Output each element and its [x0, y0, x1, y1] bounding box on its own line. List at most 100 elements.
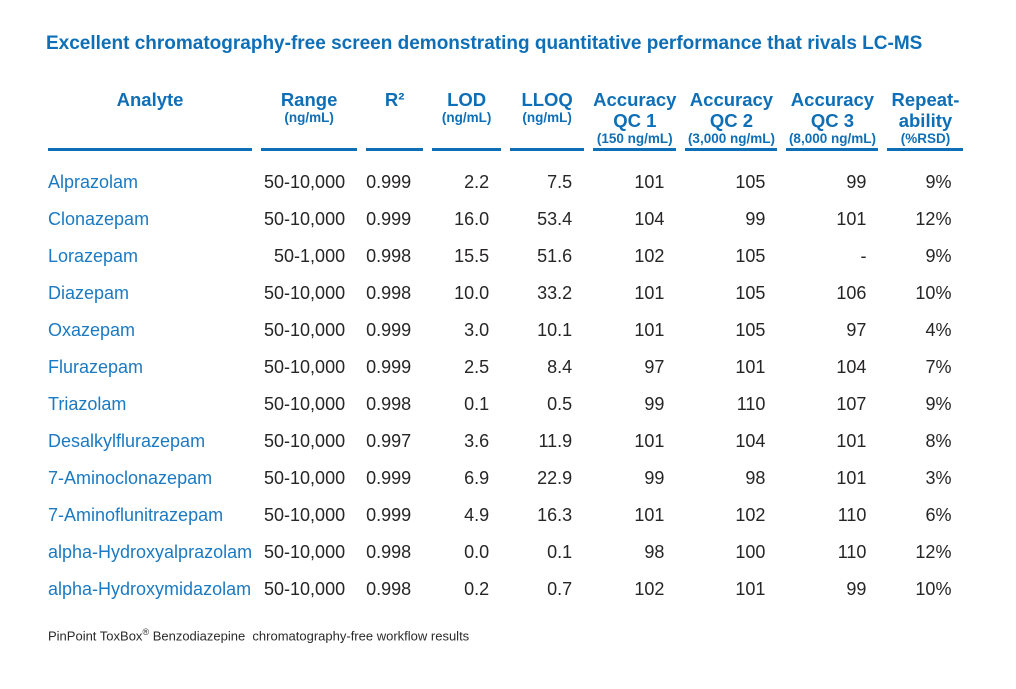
- column-header-accuracy-qc3: Accuracy QC 3 (8,000 ng/mL): [786, 89, 879, 151]
- qc2-cell: 105: [735, 172, 766, 192]
- analyte-cell: Flurazepam: [48, 357, 144, 377]
- results-table: Analyte Range (ng/mL) R² LOD (ng/mL) LLO…: [39, 89, 972, 608]
- rsd-cell: 3%: [925, 468, 952, 488]
- column-header-accuracy-qc1: Accuracy QC 1 (150 ng/mL): [593, 89, 677, 151]
- analyte-cell: Clonazepam: [48, 209, 150, 229]
- lloq-cell: 22.9: [537, 468, 573, 488]
- registered-trademark-symbol: ®: [142, 627, 150, 637]
- lod-cell: 4.9: [464, 505, 490, 525]
- rsd-cell: 12%: [915, 542, 952, 562]
- column-header-unit: (8,000 ng/mL): [788, 131, 876, 146]
- qc2-cell: 102: [735, 505, 766, 525]
- qc2-cell: 105: [735, 246, 766, 266]
- qc1-cell: 104: [634, 209, 665, 229]
- r2-cell: 0.999: [366, 468, 412, 488]
- qc3-cell: -: [860, 246, 867, 266]
- range-cell: 50-10,000: [264, 394, 346, 414]
- range-cell: 50-10,000: [264, 579, 346, 599]
- rsd-cell: 7%: [925, 357, 952, 377]
- range-cell: 50-10,000: [264, 542, 346, 562]
- lloq-cell: 16.3: [537, 505, 573, 525]
- lod-cell: 0.1: [464, 394, 490, 414]
- column-header-label: LOD: [447, 89, 487, 110]
- qc1-cell: 99: [644, 394, 665, 414]
- table-row: 7-Aminoflunitrazepam 50-10,000 0.999 4.9…: [48, 497, 963, 534]
- range-cell: 50-10,000: [264, 431, 346, 451]
- column-header-unit: (ng/mL): [441, 110, 492, 125]
- column-header-label-line2: QC 3: [810, 110, 855, 131]
- rsd-cell: 6%: [925, 505, 952, 525]
- range-cell: 50-10,000: [264, 468, 346, 488]
- qc1-cell: 101: [634, 283, 665, 303]
- column-header-unit: (3,000 ng/mL): [687, 131, 775, 146]
- footnote-text: Benzodiazepine chromatography-free workf…: [149, 628, 470, 644]
- range-cell: 50-10,000: [264, 283, 346, 303]
- column-header-label: Repeat-: [891, 89, 960, 110]
- qc3-cell: 106: [836, 283, 867, 303]
- analyte-cell: Diazepam: [48, 283, 130, 303]
- page-title: Excellent chromatography-free screen dem…: [46, 33, 923, 54]
- r2-cell: 0.998: [366, 283, 412, 303]
- column-header-label: Accuracy: [790, 89, 875, 110]
- r2-cell: 0.998: [366, 246, 412, 266]
- range-cell: 50-10,000: [264, 172, 346, 192]
- r2-cell: 0.999: [366, 209, 412, 229]
- qc2-cell: 101: [735, 357, 766, 377]
- rsd-cell: 8%: [925, 431, 952, 451]
- rsd-cell: 10%: [915, 579, 952, 599]
- column-header-lod: LOD (ng/mL): [432, 89, 502, 151]
- lod-cell: 3.6: [464, 431, 490, 451]
- analyte-cell: Alprazolam: [48, 172, 139, 192]
- qc3-cell: 110: [837, 505, 867, 525]
- qc3-cell: 101: [836, 468, 867, 488]
- footnote: PinPoint ToxBox® Benzodiazepine chromato…: [48, 624, 1016, 644]
- lloq-cell: 0.7: [547, 579, 573, 599]
- column-header-analyte: Analyte: [48, 89, 253, 151]
- lod-cell: 15.5: [454, 246, 490, 266]
- r2-cell: 0.999: [366, 357, 412, 377]
- lod-cell: 2.2: [464, 172, 490, 192]
- lod-cell: 16.0: [454, 209, 490, 229]
- column-header-accuracy-qc2: Accuracy QC 2 (3,000 ng/mL): [685, 89, 778, 151]
- lloq-cell: 33.2: [537, 283, 573, 303]
- qc1-cell: 97: [644, 357, 665, 377]
- lod-cell: 2.5: [464, 357, 490, 377]
- column-header-label-line2: ability: [898, 110, 953, 131]
- column-header-repeatability: Repeat- ability (%RSD): [887, 89, 964, 151]
- column-header-label: Analyte: [116, 89, 184, 110]
- lloq-cell: 7.5: [547, 172, 573, 192]
- column-header-unit: (ng/mL): [522, 110, 572, 125]
- rsd-cell: 10%: [915, 283, 952, 303]
- lod-cell: 0.0: [464, 542, 490, 562]
- qc2-cell: 105: [735, 320, 766, 340]
- qc3-cell: 104: [836, 357, 867, 377]
- r2-cell: 0.999: [366, 172, 412, 192]
- rsd-cell: 12%: [915, 209, 952, 229]
- qc2-cell: 101: [735, 579, 766, 599]
- table-row: Flurazepam 50-10,000 0.999 2.5 8.4 97 10…: [48, 349, 963, 386]
- lloq-cell: 0.5: [547, 394, 573, 414]
- table-row: Desalkylflurazepam 50-10,000 0.997 3.6 1…: [48, 423, 963, 460]
- qc3-cell: 110: [837, 542, 867, 562]
- table-row: Diazepam 50-10,000 0.998 10.0 33.2 101 1…: [48, 275, 963, 312]
- column-header-label: Accuracy: [593, 89, 677, 110]
- column-header-label-line2: QC 1: [613, 110, 657, 131]
- analyte-cell: Lorazepam: [48, 246, 139, 266]
- table-row: alpha-Hydroxymidazolam 50-10,000 0.998 0…: [48, 571, 963, 608]
- range-cell: 50-10,000: [264, 505, 346, 525]
- qc1-cell: 102: [634, 246, 665, 266]
- lloq-cell: 11.9: [538, 431, 573, 451]
- table-row: Oxazepam 50-10,000 0.999 3.0 10.1 101 10…: [48, 312, 963, 349]
- column-header-range: Range (ng/mL): [261, 89, 358, 151]
- qc2-cell: 100: [735, 542, 766, 562]
- qc2-cell: 110: [736, 394, 766, 414]
- lod-cell: 0.2: [464, 579, 490, 599]
- column-header-lloq: LLOQ (ng/mL): [510, 89, 585, 151]
- qc1-cell: 101: [634, 320, 665, 340]
- qc3-cell: 101: [836, 209, 867, 229]
- table-row: Triazolam 50-10,000 0.998 0.1 0.5 99 110…: [48, 386, 963, 423]
- qc3-cell: 97: [846, 320, 867, 340]
- r2-cell: 0.999: [366, 320, 412, 340]
- r2-cell: 0.998: [366, 542, 412, 562]
- rsd-cell: 4%: [925, 320, 952, 340]
